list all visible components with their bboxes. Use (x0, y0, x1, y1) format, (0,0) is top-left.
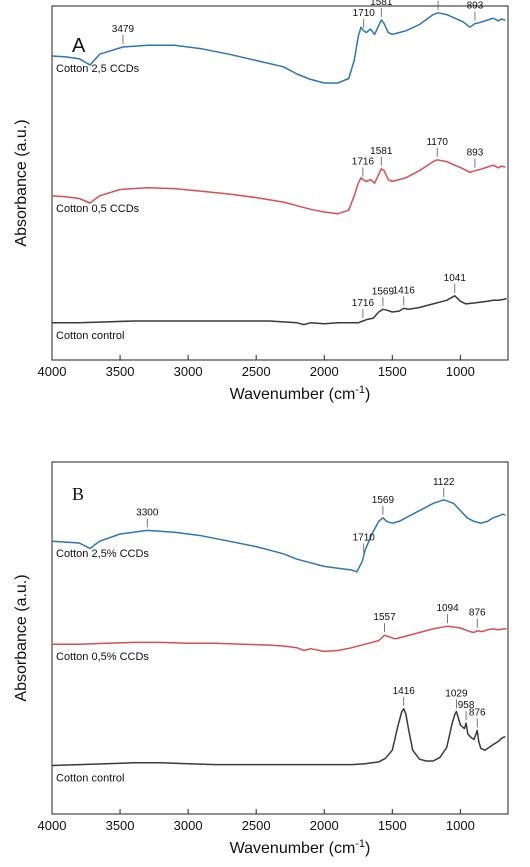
x-axis-label: Wavenumber (cm-1) (230, 838, 371, 857)
peak-label: 1041 (444, 273, 467, 284)
series-label: Cotton 2,5% CCDs (56, 548, 149, 560)
peak-label: 1569 (372, 286, 395, 297)
x-tick-label: 4000 (38, 364, 67, 379)
peak-label: 893 (467, 1, 484, 12)
peak-label: 1710 (353, 8, 376, 19)
peak-label: 1716 (352, 157, 375, 168)
x-tick-label: 2000 (310, 818, 339, 833)
x-tick-label: 2000 (310, 364, 339, 379)
series-label: Cotton control (56, 330, 124, 342)
series-line (51, 12, 506, 84)
series-line (51, 499, 506, 573)
series-line (52, 625, 507, 653)
x-tick-label: 2500 (242, 818, 271, 833)
x-tick-label: 3000 (174, 818, 203, 833)
series-label: Cotton control (56, 773, 124, 785)
peak-label: 1416 (393, 686, 416, 697)
x-tick-label: 1000 (446, 364, 475, 379)
peak-label: 1122 (433, 477, 455, 488)
panel-b-chart: B 4000 3500 3000 2500 2000 1500 1000 Wavenumber … (13, 461, 509, 857)
peak-label: 3300 (136, 507, 159, 518)
peak-label: 1094 (436, 603, 459, 614)
peak-label: 1716 (352, 298, 375, 309)
x-tick-label: 1500 (378, 364, 407, 379)
series-label: Cotton 0,5 CCDs (56, 203, 140, 215)
series-label: Cotton 0,5% CCDs (56, 651, 149, 663)
plot-frame (51, 461, 509, 815)
peak-label: 1416 (393, 285, 416, 296)
peak-label: 1170 (426, 137, 448, 148)
peak-label: 958 (458, 700, 475, 711)
peak-label: 1569 (372, 495, 395, 506)
series-line (51, 708, 506, 767)
x-tick-label: 2500 (242, 364, 271, 379)
peak-label: 1710 (353, 533, 376, 544)
x-tick-label: 3000 (174, 364, 203, 379)
panel-letter: B (72, 484, 84, 504)
peak-label: 1581 (370, 146, 393, 157)
peak-label: 1029 (445, 689, 468, 700)
panel-letter: A (72, 35, 86, 57)
series-line (52, 295, 507, 326)
x-axis-label: Wavenumber (cm-1) (230, 384, 371, 403)
series-label: Cotton 2,5 CCDs (56, 63, 140, 75)
x-tick-label: 3500 (106, 818, 135, 833)
peak-label: 1557 (373, 612, 396, 623)
series-line (51, 159, 506, 215)
peak-label: 876 (469, 608, 486, 619)
peak-label: 876 (469, 707, 486, 718)
peak-label: 3479 (112, 24, 135, 35)
x-tick-label: 3500 (106, 364, 135, 379)
x-tick-label: 1000 (446, 818, 475, 833)
panel-a-chart: A 4000 3500 3000 2500 2000 1500 1000 Wavenumber … (13, 0, 509, 403)
x-tick-label: 4000 (38, 818, 67, 833)
peak-label: 1164 (427, 0, 449, 1)
y-axis-label: Absorbance (a.u.) (13, 119, 30, 246)
peak-label: 1581 (370, 0, 393, 8)
peak-label: 893 (467, 148, 484, 159)
plot-frame (51, 5, 509, 361)
y-axis-label: Absorbance (a.u.) (13, 574, 30, 701)
x-tick-label: 1500 (378, 818, 407, 833)
